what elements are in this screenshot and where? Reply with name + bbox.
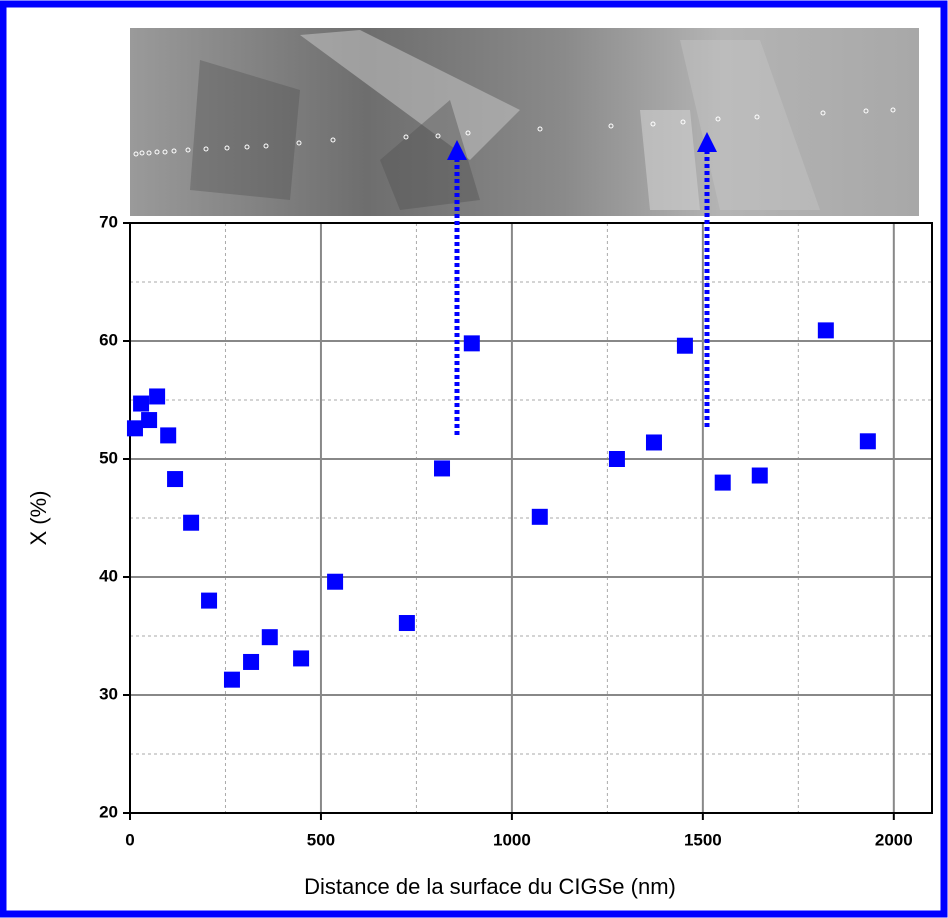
micrograph-dot: [715, 116, 721, 122]
micrograph-dot: [650, 121, 656, 127]
x-tick-label: 2000: [875, 830, 913, 849]
micrograph: [130, 28, 919, 216]
data-point: [149, 388, 166, 405]
micrograph-dot: [890, 107, 896, 113]
plot-frame: [129, 222, 933, 814]
micrograph-dot: [754, 114, 760, 120]
data-point: [223, 671, 240, 688]
data-point: [167, 471, 184, 488]
x-tick-label: 0: [125, 830, 134, 849]
data-point: [645, 434, 662, 451]
data-point: [608, 451, 625, 467]
micrograph-dot: [863, 108, 869, 114]
data-point: [141, 412, 158, 429]
data-point: [859, 433, 876, 450]
data-point: [261, 629, 278, 646]
data-point: [126, 420, 143, 437]
micrograph-dot: [146, 150, 152, 156]
micrograph-dot: [296, 140, 302, 146]
micrograph-dot: [403, 134, 409, 140]
data-point: [817, 322, 834, 339]
micrograph-dot: [154, 149, 160, 155]
micrograph-dot: [465, 130, 471, 136]
data-point: [434, 460, 451, 477]
y-tick-label: 70: [99, 212, 118, 231]
micrograph-dots: [133, 107, 896, 157]
micrograph-dot: [263, 143, 269, 149]
micrograph-dot: [139, 150, 145, 156]
x-tick-label: 1500: [684, 830, 722, 849]
y-tick-label: 60: [99, 330, 118, 349]
data-point: [243, 653, 260, 670]
data-point: [160, 427, 177, 444]
y-tick-label: 20: [99, 802, 118, 821]
data-point: [398, 615, 415, 632]
data-point: [531, 508, 548, 525]
micrograph-dot: [171, 148, 177, 154]
x-axis-label: Distance de la surface du CIGSe (nm): [304, 874, 676, 899]
micrograph-dot: [203, 146, 209, 152]
data-point: [293, 650, 310, 667]
micrograph-dot: [133, 151, 139, 157]
y-tick-label: 30: [99, 684, 118, 703]
micrograph-dot: [162, 149, 168, 155]
x-tick-label: 500: [307, 830, 335, 849]
micrograph-dot: [330, 137, 336, 143]
data-point: [133, 395, 150, 412]
y-axis-label: X (%): [26, 491, 51, 546]
y-tick-label: 50: [99, 448, 118, 467]
x-tick-label: 1000: [493, 830, 531, 849]
micrograph-dot: [244, 144, 250, 150]
micrograph-dot: [680, 119, 686, 125]
data-point: [714, 474, 731, 491]
micrograph-dot: [537, 126, 543, 132]
data-point: [751, 467, 768, 484]
micrograph-dot: [608, 123, 614, 129]
data-point: [201, 592, 218, 609]
micrograph-dot: [185, 147, 191, 153]
micrograph-dot: [224, 145, 230, 151]
micrograph-dot: [820, 110, 826, 116]
micrograph-dot: [435, 133, 441, 139]
data-point: [676, 337, 693, 354]
data-point: [463, 335, 480, 352]
y-tick-label: 40: [99, 566, 118, 585]
data-point: [183, 514, 200, 531]
data-point: [327, 573, 344, 590]
